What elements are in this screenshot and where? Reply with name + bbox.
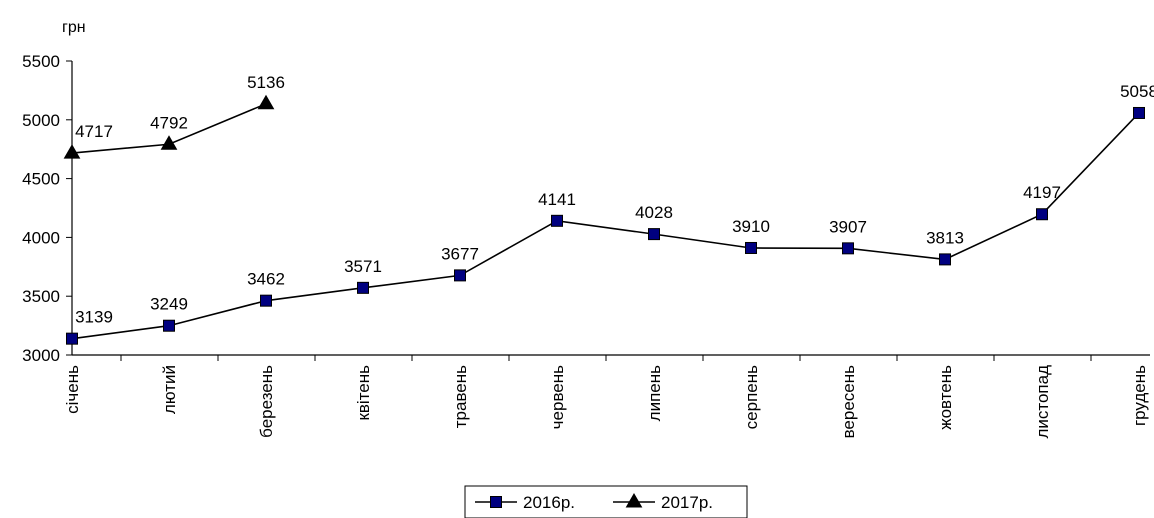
data-point: [939, 253, 951, 266]
series-layer: 3139 3249 3462 3571 3677 4141 4028 3910 3907 3813…: [63, 73, 1154, 345]
x-tick-label: травень: [451, 365, 470, 428]
data-point: [257, 94, 275, 110]
legend-item: 2017р.: [613, 492, 713, 512]
series-1: 3139 3249 3462 3571 3677 4141 4028 3910 3907 3813…: [66, 82, 1154, 345]
data-point: [648, 228, 660, 241]
data-point: [1036, 208, 1048, 221]
x-tick-label: листопад: [1033, 365, 1052, 439]
data-label: 4197: [1023, 183, 1061, 202]
data-label: 3249: [150, 295, 188, 314]
series-line: [71, 112, 1140, 340]
data-label: 4141: [538, 190, 576, 209]
data-label: 3571: [344, 257, 382, 276]
y-tick-label: 4000: [22, 228, 60, 247]
data-point: [160, 135, 178, 150]
chart-axes: [71, 61, 1150, 356]
data-label: 3462: [247, 270, 285, 289]
legend-item: 2016р.: [475, 493, 575, 512]
legend-label: 2017р.: [661, 493, 713, 512]
data-point: [260, 294, 272, 307]
x-tick-label: серпень: [742, 365, 761, 429]
y-axis-unit-label: грн: [62, 19, 86, 36]
data-point: [63, 144, 81, 159]
y-tick-label: 3000: [22, 346, 60, 365]
data-label: 5136: [247, 73, 285, 92]
series-2: 4717 4792 5136: [63, 73, 285, 159]
data-point: [745, 241, 757, 254]
x-tick-label: січень: [63, 365, 82, 414]
data-label: 4717: [75, 122, 113, 141]
data-label: 3139: [75, 308, 113, 327]
data-point: [163, 319, 175, 332]
data-label: 3907: [829, 217, 867, 236]
data-label: 4028: [635, 203, 673, 222]
data-point: [357, 281, 369, 294]
y-tick-label: 5000: [22, 111, 60, 130]
y-tick-label: 3500: [22, 287, 60, 306]
x-tick-label: жовтень: [936, 365, 955, 430]
x-tick-label: липень: [645, 365, 664, 421]
data-point: [454, 269, 466, 282]
data-point: [551, 214, 563, 227]
x-tick-label: квітень: [354, 365, 373, 421]
y-tick-label: 5500: [22, 52, 60, 71]
data-label: 3677: [441, 244, 479, 263]
y-axis-ticks: 3000 3500 4000 4500 5000 5500: [22, 52, 72, 365]
data-label: 4792: [150, 113, 188, 132]
legend-marker: [490, 496, 502, 508]
data-label: 3813: [926, 228, 964, 247]
x-tick-label: березень: [257, 365, 276, 438]
x-tick-label: лютий: [160, 365, 179, 414]
data-point: [66, 332, 78, 345]
legend: 2016р. 2017р.: [464, 485, 748, 518]
data-label: 3910: [732, 217, 770, 236]
x-tick-label: вересень: [839, 365, 858, 439]
data-point: [1133, 106, 1145, 119]
x-axis-ticks: січень лютий березень квітень травень червень…: [63, 355, 1149, 439]
legend-marker: [625, 492, 643, 508]
data-label: 5058: [1120, 82, 1154, 101]
x-tick-label: червень: [548, 365, 567, 429]
data-point: [842, 242, 854, 255]
x-tick-label: грудень: [1130, 365, 1149, 426]
y-tick-label: 4500: [22, 170, 60, 189]
legend-label: 2016р.: [523, 493, 575, 512]
